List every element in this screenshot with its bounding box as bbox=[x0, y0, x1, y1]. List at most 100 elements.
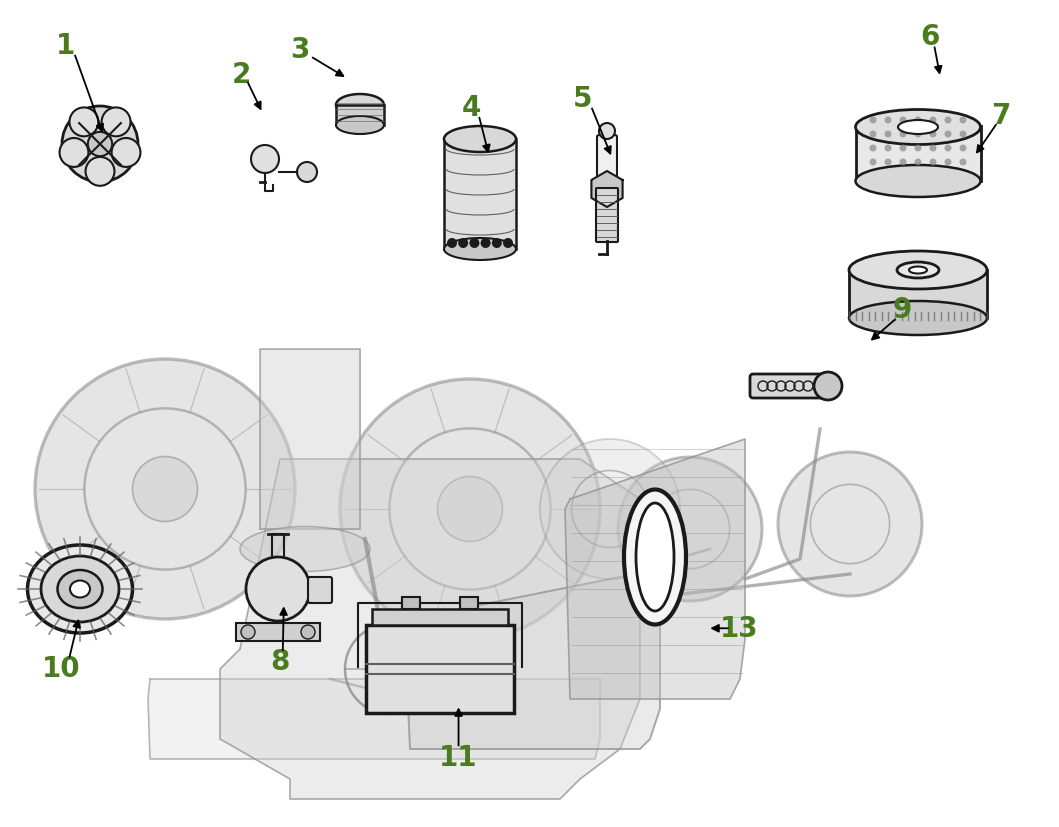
Text: 8: 8 bbox=[270, 648, 289, 676]
Circle shape bbox=[915, 117, 921, 124]
Circle shape bbox=[778, 452, 922, 596]
Circle shape bbox=[251, 146, 279, 174]
Polygon shape bbox=[566, 439, 744, 699]
Ellipse shape bbox=[240, 527, 370, 571]
Polygon shape bbox=[591, 172, 623, 208]
Circle shape bbox=[132, 457, 197, 522]
Circle shape bbox=[899, 146, 907, 152]
Circle shape bbox=[469, 239, 480, 249]
Bar bbox=[372, 609, 508, 625]
Bar bbox=[236, 624, 320, 641]
Circle shape bbox=[437, 477, 503, 542]
Circle shape bbox=[59, 139, 88, 168]
Bar bbox=[856, 127, 981, 182]
Text: 9: 9 bbox=[893, 296, 912, 324]
Circle shape bbox=[869, 131, 877, 138]
Circle shape bbox=[481, 239, 490, 249]
Bar bbox=[444, 140, 516, 250]
Circle shape bbox=[297, 163, 317, 183]
Circle shape bbox=[899, 131, 907, 138]
Text: 6: 6 bbox=[920, 23, 939, 51]
Ellipse shape bbox=[849, 251, 987, 289]
Circle shape bbox=[884, 160, 892, 166]
Text: 11: 11 bbox=[439, 743, 478, 771]
Text: 3: 3 bbox=[290, 36, 309, 64]
Circle shape bbox=[503, 239, 513, 249]
Bar bbox=[402, 597, 420, 609]
FancyBboxPatch shape bbox=[597, 136, 617, 192]
Ellipse shape bbox=[57, 571, 103, 609]
Circle shape bbox=[930, 160, 936, 166]
Text: 7: 7 bbox=[991, 102, 1010, 130]
Circle shape bbox=[70, 108, 98, 137]
Circle shape bbox=[884, 117, 892, 124]
Polygon shape bbox=[261, 350, 360, 529]
Circle shape bbox=[88, 132, 112, 157]
Ellipse shape bbox=[897, 263, 939, 279]
Ellipse shape bbox=[336, 95, 384, 117]
Circle shape bbox=[959, 160, 967, 166]
Ellipse shape bbox=[849, 302, 987, 336]
Text: 13: 13 bbox=[720, 614, 758, 643]
Circle shape bbox=[86, 158, 114, 187]
Circle shape bbox=[959, 117, 967, 124]
Bar bbox=[849, 270, 987, 318]
Circle shape bbox=[814, 372, 842, 400]
Ellipse shape bbox=[41, 557, 119, 622]
Circle shape bbox=[102, 108, 130, 137]
Circle shape bbox=[945, 146, 951, 152]
Ellipse shape bbox=[856, 165, 981, 198]
Circle shape bbox=[930, 131, 936, 138]
Circle shape bbox=[899, 160, 907, 166]
Ellipse shape bbox=[28, 545, 132, 633]
Ellipse shape bbox=[909, 267, 927, 275]
Circle shape bbox=[930, 146, 936, 152]
Circle shape bbox=[111, 139, 141, 168]
Text: 1: 1 bbox=[56, 31, 75, 60]
Text: 4: 4 bbox=[462, 93, 481, 122]
Ellipse shape bbox=[444, 127, 516, 153]
Text: 10: 10 bbox=[42, 654, 80, 682]
FancyBboxPatch shape bbox=[308, 577, 333, 603]
FancyBboxPatch shape bbox=[750, 375, 826, 399]
Polygon shape bbox=[405, 569, 660, 749]
Circle shape bbox=[915, 131, 921, 138]
Circle shape bbox=[540, 439, 680, 579]
Text: 2: 2 bbox=[232, 60, 251, 88]
Circle shape bbox=[241, 625, 255, 639]
FancyBboxPatch shape bbox=[596, 189, 618, 242]
Circle shape bbox=[246, 557, 310, 621]
Bar bbox=[460, 597, 478, 609]
Circle shape bbox=[884, 146, 892, 152]
Text: 5: 5 bbox=[573, 85, 592, 113]
Circle shape bbox=[35, 360, 295, 619]
Ellipse shape bbox=[898, 121, 938, 135]
Circle shape bbox=[869, 160, 877, 166]
Circle shape bbox=[945, 117, 951, 124]
Circle shape bbox=[869, 146, 877, 152]
Circle shape bbox=[459, 239, 468, 249]
Circle shape bbox=[945, 131, 951, 138]
Circle shape bbox=[301, 625, 315, 639]
Ellipse shape bbox=[444, 239, 516, 261]
Ellipse shape bbox=[636, 504, 674, 611]
Ellipse shape bbox=[624, 490, 686, 624]
Polygon shape bbox=[220, 460, 640, 799]
Bar bbox=[366, 625, 514, 713]
Ellipse shape bbox=[336, 117, 384, 135]
Circle shape bbox=[915, 146, 921, 152]
Bar bbox=[336, 106, 384, 126]
Circle shape bbox=[62, 107, 138, 183]
Circle shape bbox=[959, 131, 967, 138]
Ellipse shape bbox=[856, 110, 981, 146]
Circle shape bbox=[915, 160, 921, 166]
Circle shape bbox=[447, 239, 457, 249]
Circle shape bbox=[884, 131, 892, 138]
Circle shape bbox=[599, 124, 615, 140]
Circle shape bbox=[491, 239, 502, 249]
Circle shape bbox=[618, 457, 762, 601]
Circle shape bbox=[869, 117, 877, 124]
Circle shape bbox=[945, 160, 951, 166]
Circle shape bbox=[340, 380, 600, 639]
Circle shape bbox=[930, 117, 936, 124]
